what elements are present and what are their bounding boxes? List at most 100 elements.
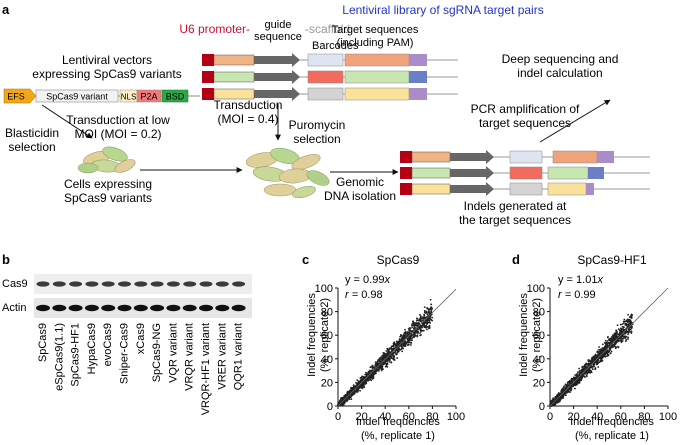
data-point: [585, 370, 588, 373]
transduction-label-1: Transduction: [214, 98, 283, 112]
data-point: [622, 329, 625, 332]
data-point: [343, 401, 346, 404]
data-point: [608, 339, 611, 342]
actin-band: [182, 304, 197, 312]
data-point: [412, 320, 415, 323]
actin-band: [84, 304, 99, 312]
scatter-points: [337, 298, 434, 407]
data-point: [606, 336, 609, 339]
data-point: [588, 360, 590, 363]
data-point: [359, 386, 361, 389]
data-point: [624, 320, 626, 323]
data-point: [566, 384, 569, 386]
data-point: [577, 371, 579, 374]
data-point: [425, 310, 428, 313]
data-point: [610, 341, 613, 343]
vector-construct: EFS SpCas9 variant NLS P2A BSD: [3, 88, 200, 104]
data-point: [608, 337, 611, 340]
data-point: [341, 403, 344, 406]
data-point: [420, 334, 422, 336]
data-point: [565, 391, 568, 394]
data-point: [580, 370, 583, 373]
data-point: [431, 308, 434, 310]
data-point: [407, 339, 410, 342]
data-point: [556, 401, 559, 404]
data-point: [359, 389, 362, 392]
data-point: [600, 348, 602, 351]
blot-lane-label: Sniper-Cas9: [119, 323, 131, 384]
data-point: [557, 393, 560, 396]
y-tick-label: 20: [533, 377, 545, 389]
data-point: [362, 385, 365, 387]
data-point: [431, 316, 434, 319]
actin-band: [117, 304, 132, 312]
regression-line: [549, 287, 669, 407]
blot-lane-label: VQR variant: [167, 323, 179, 383]
blot-label-actin: Actin: [2, 302, 26, 314]
cas9-band: [232, 281, 246, 287]
data-point: [604, 339, 607, 342]
data-point: [417, 332, 419, 335]
data-point: [416, 335, 419, 338]
data-point: [566, 381, 569, 384]
data-point: [426, 313, 429, 315]
data-point: [420, 330, 422, 333]
data-point: [385, 363, 388, 366]
data-point: [412, 321, 415, 324]
data-point: [421, 329, 424, 332]
data-point: [388, 348, 391, 351]
actin-band: [68, 304, 83, 312]
cas9-band: [52, 281, 66, 287]
edited-construct-3: [400, 182, 650, 196]
data-point: [579, 378, 582, 380]
data-point: [410, 335, 413, 338]
data-point: [423, 322, 426, 324]
scatter-d-title: SpCas9-HF1: [577, 253, 647, 267]
data-point: [396, 342, 399, 344]
data-point: [381, 356, 384, 359]
data-point: [568, 381, 571, 384]
cells-label-2: SpCas9 variants: [64, 191, 152, 205]
pcr-label-1: PCR amplification of: [471, 102, 580, 116]
cas9-band: [134, 281, 148, 287]
data-point: [588, 368, 591, 371]
cas9-band: [166, 281, 180, 287]
data-point: [395, 340, 398, 343]
actin-band: [36, 304, 50, 312]
data-point: [365, 373, 367, 376]
cells-label-1: Cells expressing: [64, 177, 152, 191]
data-point: [599, 357, 602, 360]
deep-seq-label-1: Deep sequencing and: [502, 52, 619, 66]
data-point: [620, 327, 623, 330]
data-point: [390, 347, 393, 350]
data-point: [415, 319, 418, 322]
data-point: [566, 385, 569, 388]
data-point: [627, 313, 630, 316]
data-point: [600, 359, 603, 362]
guide-label-1: guide: [265, 19, 292, 31]
data-point: [570, 387, 573, 390]
data-point: [607, 354, 610, 356]
y-tick-label: 60: [321, 330, 333, 342]
data-point: [384, 360, 387, 362]
data-point: [397, 343, 400, 345]
data-point: [622, 337, 624, 340]
cas9-band: [118, 281, 131, 287]
data-point: [604, 348, 607, 351]
blot-lane-label: SpCas9: [37, 323, 49, 362]
y-tick-label: 80: [321, 307, 333, 319]
x-tick-label: 40: [379, 411, 391, 423]
data-point: [608, 348, 611, 351]
data-point: [614, 347, 617, 350]
data-point: [429, 298, 432, 301]
data-point: [408, 343, 410, 346]
cells-cluster-2: [245, 147, 330, 198]
scatter-d-ylabel-1: Indel frequencies: [518, 293, 530, 377]
data-point: [425, 324, 427, 327]
data-point: [594, 367, 597, 369]
data-point: [580, 368, 583, 371]
actin-band: [52, 304, 67, 312]
data-point: [395, 353, 398, 356]
data-point: [560, 390, 563, 393]
data-point: [427, 308, 429, 310]
